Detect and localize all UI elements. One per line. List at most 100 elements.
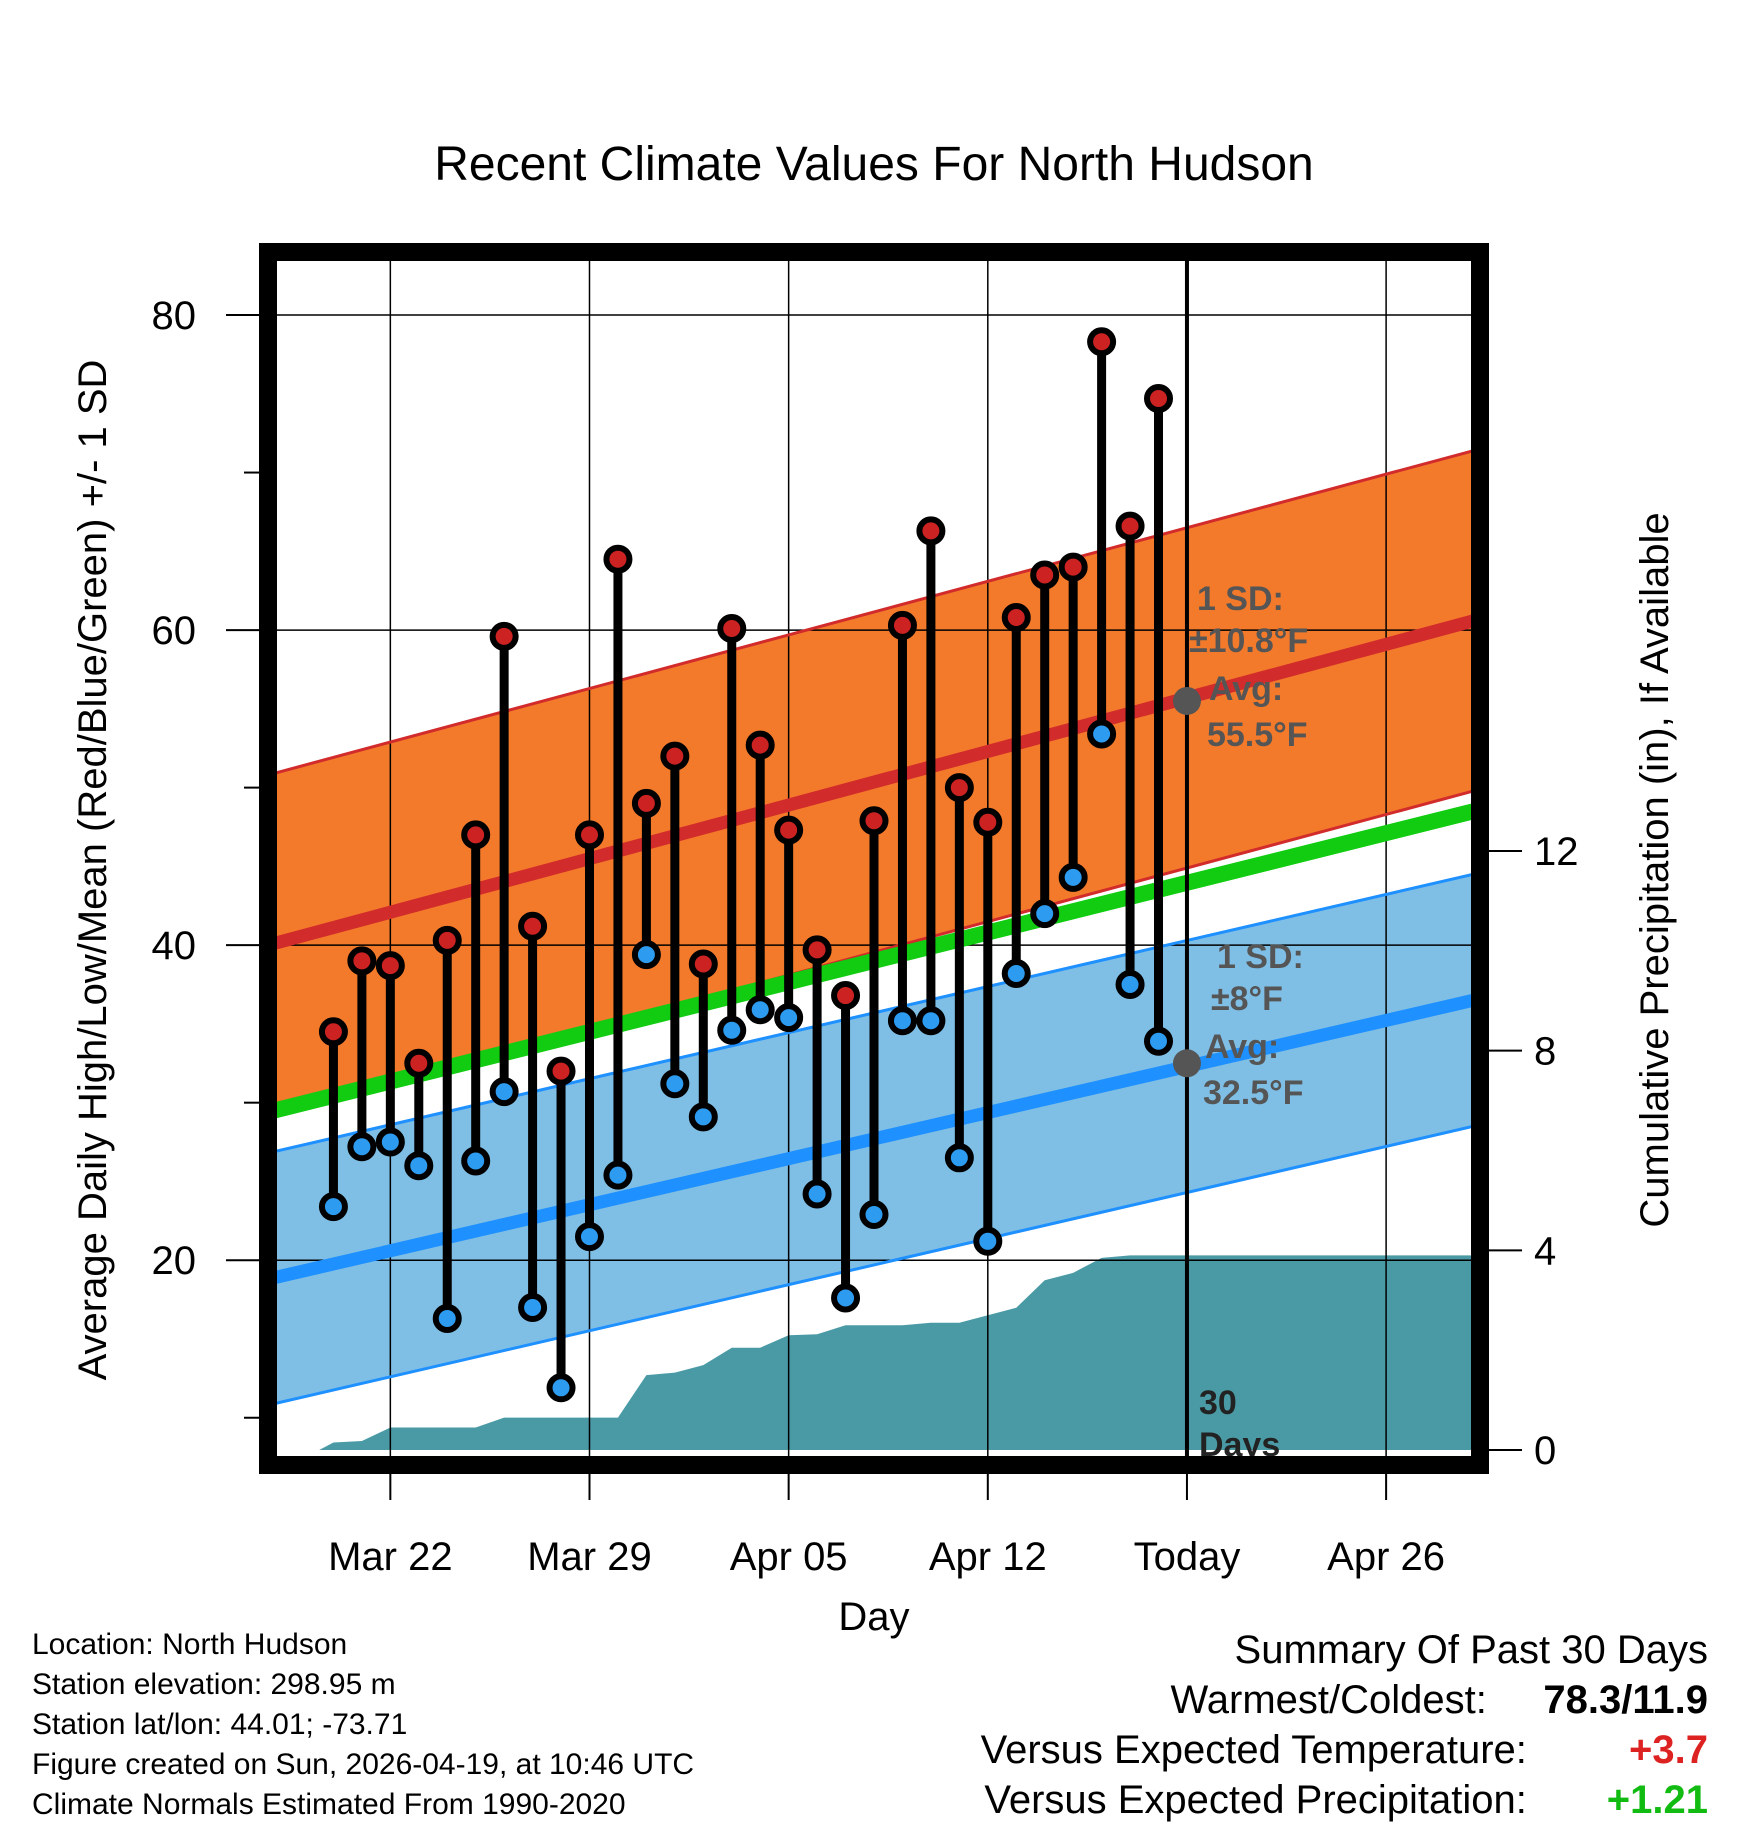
x-tick-label: Today [1134, 1535, 1241, 1579]
daily-high-point [944, 773, 974, 803]
temp-value: +3.7 [1629, 1728, 1708, 1772]
daily-low-point [1030, 899, 1060, 929]
precip-label: Versus Expected Precipitation: [984, 1778, 1527, 1822]
daily-high-point [887, 610, 917, 640]
daily-high-point [1115, 511, 1145, 541]
days-count-label: 30 [1199, 1384, 1237, 1422]
normal-high-upper-edge [268, 447, 1480, 777]
daily-high-point [774, 815, 804, 845]
created-text: Figure created on Sun, 2026-04-19, at 10… [32, 1748, 695, 1781]
daily-low-point [859, 1200, 889, 1230]
low-sd-value: ±8°F [1211, 980, 1283, 1018]
daily-high-point [461, 820, 491, 850]
daily-low-point [603, 1160, 633, 1190]
daily-high-point [574, 820, 604, 850]
daily-low-point [944, 1143, 974, 1173]
daily-low-point [774, 1003, 804, 1033]
daily-high-point [518, 911, 548, 941]
daily-high-point [404, 1048, 434, 1078]
normals-text: Climate Normals Estimated From 1990-2020 [32, 1788, 626, 1821]
daily-low-point [887, 1006, 917, 1036]
y-tick-label: 80 [152, 294, 197, 338]
daily-low-point [831, 1283, 861, 1313]
high-sd-label: 1 SD: [1197, 580, 1284, 618]
x-tick-label: Apr 12 [929, 1535, 1047, 1579]
daily-high-point [973, 807, 1003, 837]
x-axis-label: Day [838, 1595, 909, 1639]
x-tick-label: Mar 22 [328, 1535, 453, 1579]
daily-high-point [318, 1017, 348, 1047]
daily-high-point [802, 935, 832, 965]
daily-low-point [404, 1151, 434, 1181]
y-tick-label: 40 [152, 924, 197, 968]
daily-high-point [375, 951, 405, 981]
y2-tick-label: 12 [1534, 830, 1579, 874]
y-tick-label: 20 [152, 1239, 197, 1283]
daily-high-point [831, 981, 861, 1011]
daily-low-point [1001, 958, 1031, 988]
normal-low-lower-edge [268, 1123, 1480, 1407]
daily-high-point [660, 741, 690, 771]
high-sd-value: ±10.8°F [1189, 622, 1308, 660]
daily-high-point [745, 730, 775, 760]
plot-clipped [268, 252, 1480, 1465]
daily-low-point [432, 1303, 462, 1333]
low-avg-value: 32.5°F [1203, 1074, 1304, 1112]
daily-high-point [1058, 552, 1088, 582]
station-info: Location: North Hudson Station elevation… [32, 1625, 694, 1825]
y2-axis-label: Cumulative Precipitation (in), If Availa… [1633, 512, 1677, 1227]
daily-high-point [489, 621, 519, 651]
warm-cold-label: Warmest/Coldest: [1170, 1678, 1487, 1722]
daily-high-point [1144, 384, 1174, 414]
daily-high-point [1087, 327, 1117, 357]
y-axis-label: Average Daily High/Low/Mean (Red/Blue/Gr… [71, 360, 115, 1381]
high-avg-label: Avg: [1209, 670, 1283, 708]
summary-heading: Summary Of Past 30 Days [1234, 1628, 1708, 1672]
daily-high-point [916, 516, 946, 546]
daily-low-point [347, 1132, 377, 1162]
daily-low-point [660, 1069, 690, 1099]
daily-low-point [574, 1222, 604, 1252]
daily-low-point [1144, 1026, 1174, 1056]
temp-label: Versus Expected Temperature: [980, 1728, 1527, 1772]
low-avg-label: Avg: [1205, 1028, 1279, 1066]
daily-high-point [631, 788, 661, 818]
daily-high-point [432, 925, 462, 955]
plot-frame [259, 243, 1489, 1474]
precip-value: +1.21 [1606, 1778, 1708, 1822]
summary-precip: Versus Expected Precipitation: +1.21 [981, 1775, 1708, 1825]
today-low-avg-point [1172, 1049, 1201, 1078]
daily-high-point [859, 806, 889, 836]
daily-low-point [717, 1015, 747, 1045]
daily-high-point [546, 1056, 576, 1086]
y2-tick-label: 4 [1534, 1229, 1556, 1273]
summary-panel: Summary Of Past 30 Days Warmest/Coldest:… [981, 1625, 1708, 1825]
warm-cold-value: 78.3/11.9 [1543, 1678, 1708, 1722]
daily-low-point [375, 1127, 405, 1157]
plot-area: 1 SD: ±10.8°F Avg: 55.5°F 1 SD: ±8°F Avg: 32.5°… [152, 243, 1579, 1579]
daily-low-point [1058, 862, 1088, 892]
elevation-text: Station elevation: 298.95 m [32, 1668, 396, 1701]
daily-low-point [1087, 719, 1117, 749]
normal-high-line [268, 612, 1480, 952]
daily-low-point [916, 1006, 946, 1036]
summary-warm-cold: Warmest/Coldest: 78.3/11.9 [981, 1675, 1709, 1725]
daily-low-point [518, 1292, 548, 1322]
location-text: Location: North Hudson [32, 1628, 348, 1661]
chart-title: Recent Climate Values For North Hudson [434, 138, 1314, 191]
latlon-text: Station lat/lon: 44.01; -73.71 [32, 1708, 408, 1741]
daily-high-point [1030, 560, 1060, 590]
y2-tick-label: 8 [1534, 1030, 1556, 1074]
cumulative-precip-area [319, 1255, 1480, 1451]
x-tick-label: Apr 26 [1327, 1535, 1445, 1579]
x-tick-label: Mar 29 [527, 1535, 652, 1579]
daily-low-point [631, 940, 661, 970]
daily-low-point [318, 1192, 348, 1222]
daily-low-point [688, 1102, 718, 1132]
daily-high-point [717, 614, 747, 644]
daily-high-point [603, 544, 633, 574]
y-tick-label: 60 [152, 609, 197, 653]
low-sd-label: 1 SD: [1217, 938, 1304, 976]
daily-low-point [546, 1373, 576, 1403]
